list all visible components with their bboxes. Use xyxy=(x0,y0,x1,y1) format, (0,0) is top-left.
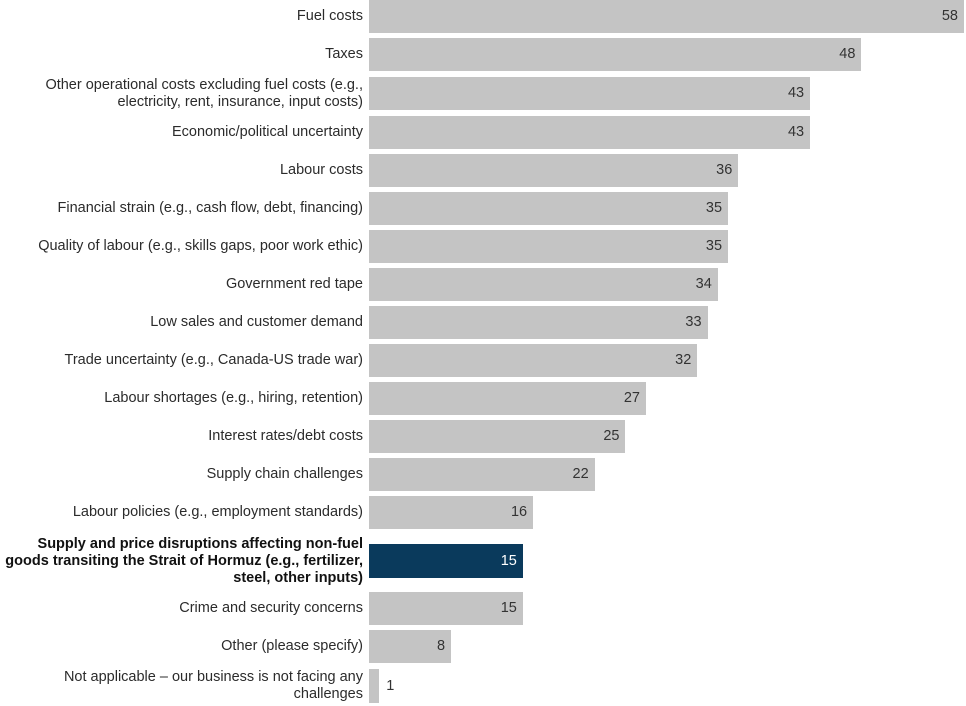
value-label: 15 xyxy=(500,600,517,616)
value-label: 33 xyxy=(685,314,702,330)
value-label: 1 xyxy=(386,677,395,694)
value-label: 25 xyxy=(603,428,620,444)
category-label: Interest rates/debt costs xyxy=(208,428,363,444)
value-label: 35 xyxy=(705,238,723,254)
bar xyxy=(369,458,595,491)
category-label: Labour policies (e.g., employment standa… xyxy=(72,504,363,520)
bar xyxy=(369,592,523,625)
bar xyxy=(369,496,534,529)
category-label: Low sales and customer demand xyxy=(150,314,363,330)
bar xyxy=(369,630,452,663)
category-label: Other operational costs excluding fuel c… xyxy=(45,76,363,110)
category-label: Labour costs xyxy=(279,162,363,178)
category-label: Fuel costs xyxy=(296,8,363,24)
value-label: 22 xyxy=(572,466,589,482)
value-label: 15 xyxy=(500,552,517,569)
bar xyxy=(369,344,698,377)
value-label: 16 xyxy=(510,504,528,520)
bar xyxy=(369,544,523,578)
value-label: 43 xyxy=(787,85,805,101)
value-label: 43 xyxy=(787,124,805,140)
value-label: 27 xyxy=(623,390,640,406)
category-label: Labour shortages (e.g., hiring, retentio… xyxy=(104,390,363,406)
bar xyxy=(369,0,964,33)
bar xyxy=(369,77,811,110)
bar xyxy=(369,669,380,703)
category-label: Not applicable – our business is not fac… xyxy=(63,669,363,702)
category-label: Financial strain (e.g., cash flow, debt,… xyxy=(57,200,363,216)
bar xyxy=(369,192,729,225)
value-label: 34 xyxy=(695,276,712,292)
value-label: 32 xyxy=(675,352,692,368)
category-label: Taxes xyxy=(325,46,363,62)
bar xyxy=(369,306,708,339)
bar xyxy=(369,154,739,187)
category-label: Supply and price disruptions affecting n… xyxy=(5,535,363,586)
category-label: Quality of labour (e.g., skills gaps, po… xyxy=(38,238,363,254)
category-label: Other (please specify) xyxy=(221,638,363,654)
bar xyxy=(369,420,626,453)
value-label: 48 xyxy=(839,46,856,62)
value-label: 36 xyxy=(716,162,733,178)
value-label: 35 xyxy=(705,200,723,216)
bar xyxy=(369,268,718,301)
category-label: Supply chain challenges xyxy=(206,466,363,482)
value-label: 58 xyxy=(941,8,958,24)
category-label: Crime and security concerns xyxy=(179,600,363,616)
category-label: Trade uncertainty (e.g., Canada-US trade… xyxy=(64,352,363,368)
bar xyxy=(369,230,729,263)
category-label: Economic/political uncertainty xyxy=(171,124,363,140)
bar xyxy=(369,116,811,149)
bar xyxy=(369,38,862,71)
category-label: Government red tape xyxy=(225,276,363,292)
bar xyxy=(369,382,646,415)
value-label: 8 xyxy=(436,638,446,654)
